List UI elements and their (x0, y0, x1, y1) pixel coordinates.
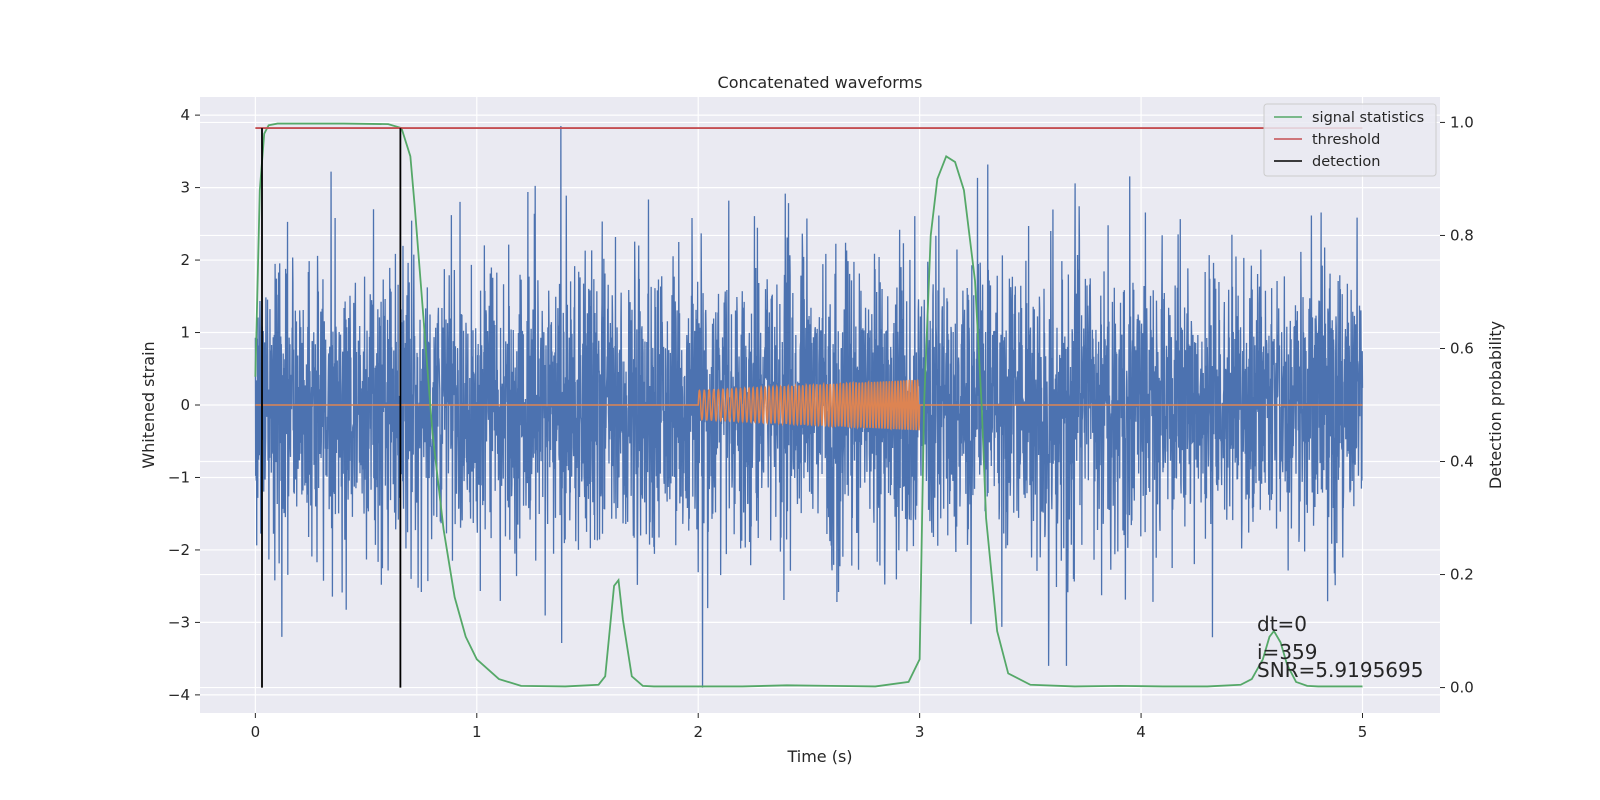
series-whitened-strain (254, 125, 1364, 688)
y-axis-label: Whitened strain (139, 341, 158, 468)
legend-label-threshold: threshold (1312, 132, 1380, 148)
x-tick-label: 1 (472, 723, 482, 741)
y-tick-label: −2 (168, 541, 190, 559)
y2-tick-label: 0.4 (1450, 453, 1474, 471)
y-tick-label: 0 (180, 396, 190, 414)
y2-tick-label: 0.6 (1450, 339, 1474, 357)
legend-label-signal-statistics: signal statistics (1312, 110, 1424, 126)
y-tick-label: −4 (168, 686, 190, 704)
chart-title: Concatenated waveforms (718, 73, 923, 92)
y-tick-label: 2 (180, 251, 190, 269)
x-tick-label: 0 (251, 723, 261, 741)
x-tick-label: 4 (1136, 723, 1146, 741)
y2-tick-label: 0.0 (1450, 679, 1474, 697)
legend-label-detection: detection (1312, 154, 1380, 170)
x-tick-label: 3 (915, 723, 925, 741)
x-axis-label: Time (s) (786, 747, 852, 766)
annotations: dt=0 i=359 SNR=5.9195695 (1257, 612, 1423, 682)
legend-frame (1263, 103, 1437, 177)
y-tick-label: −3 (168, 613, 190, 631)
series-signal-statistics (254, 122, 1363, 688)
annotation-dt: dt=0 (1257, 612, 1307, 636)
annotation-snr: SNR=5.9195695 (1257, 658, 1423, 682)
series-layer (254, 122, 1364, 688)
y2-tick-label: 0.2 (1450, 566, 1474, 584)
y2-tick-label: 0.8 (1450, 226, 1474, 244)
axes-layer: 0 1 2 3 4 5 −4 −3 −2 −1 0 1 2 3 4 0.0 0.2 0.4 0.6 0.8 1.0 (168, 106, 1474, 741)
annotation-index: i=359 (1257, 640, 1318, 664)
legend: signal statistics threshold detection (1263, 103, 1437, 177)
series-injected-signal (255, 379, 1363, 431)
y2-axis-label: Detection probability (1486, 321, 1505, 489)
y-tick-label: 3 (180, 179, 190, 197)
y-tick-label: 1 (180, 324, 190, 342)
y-tick-label: 4 (180, 106, 190, 124)
y2-tick-label: 1.0 (1450, 113, 1474, 131)
y-tick-label: −1 (168, 468, 190, 486)
x-tick-label: 5 (1358, 723, 1368, 741)
x-tick-label: 2 (693, 723, 703, 741)
